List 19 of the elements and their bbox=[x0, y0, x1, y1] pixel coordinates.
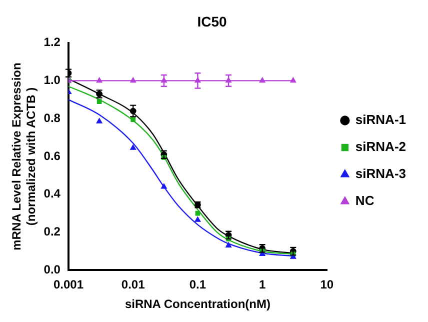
x-tick-label: 0.001 bbox=[53, 278, 84, 292]
x-tick-label: 0.1 bbox=[189, 278, 206, 292]
x-axis-title: siRNA Concentration(nM) bbox=[124, 297, 270, 312]
y-tick-label: 1.2 bbox=[44, 35, 61, 50]
x-tick-label: 1 bbox=[258, 278, 266, 292]
y-tick-label: 0.4 bbox=[44, 186, 61, 201]
legend-label: siRNA-3 bbox=[355, 166, 406, 182]
x-tick-label: 10 bbox=[320, 278, 334, 292]
legend-label: NC bbox=[355, 193, 375, 208]
y-tick-label: 0.6 bbox=[44, 148, 61, 163]
legend-label: siRNA-1 bbox=[355, 112, 406, 128]
chart-title: IC50 bbox=[197, 13, 227, 30]
x-tick-label: 0.01 bbox=[121, 278, 146, 292]
y-axis-title: mRNA Level Relative Expression (normalized with ACTB ) bbox=[10, 62, 38, 250]
y-tick-label: 0.2 bbox=[44, 224, 61, 239]
y-tick-label: 0.0 bbox=[44, 262, 61, 277]
legend-label: siRNA-2 bbox=[355, 139, 406, 154]
y-tick-label: 1.0 bbox=[44, 73, 61, 88]
y-tick-label: 0.8 bbox=[44, 110, 61, 125]
